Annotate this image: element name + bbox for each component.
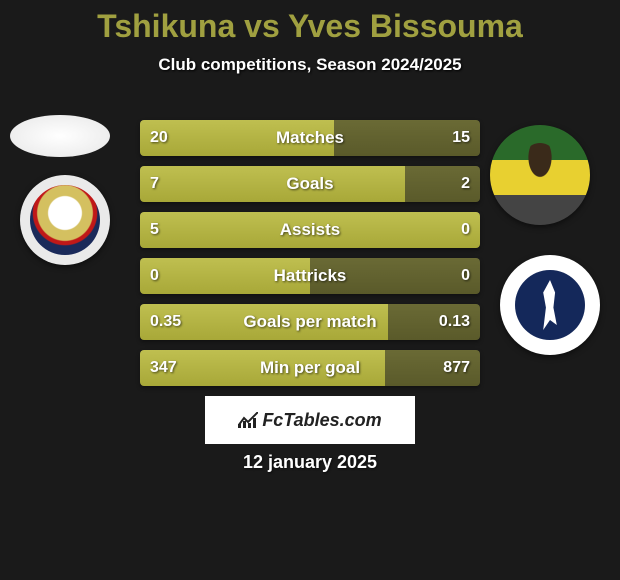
branding-badge: FcTables.com [205,396,415,444]
player-left-avatar [10,115,110,157]
date-label: 12 january 2025 [0,452,620,473]
chart-icon [238,412,258,428]
stat-value-right: 877 [443,350,470,386]
stat-label: Goals per match [140,304,480,340]
stat-row: 5Assists0 [140,212,480,248]
player-right-club-badge [500,255,600,355]
comparison-chart: 20Matches157Goals25Assists00Hattricks00.… [140,120,480,396]
stat-row: 0Hattricks0 [140,258,480,294]
stat-value-right: 0 [461,258,470,294]
stat-row: 7Goals2 [140,166,480,202]
stat-value-right: 0.13 [439,304,470,340]
branding-text: FcTables.com [262,410,381,431]
subtitle: Club competitions, Season 2024/2025 [0,55,620,75]
player-right-avatar [490,125,590,225]
stat-label: Matches [140,120,480,156]
stat-label: Assists [140,212,480,248]
stat-row: 0.35Goals per match0.13 [140,304,480,340]
tamworth-badge-icon [30,185,100,255]
player-left-club-badge [20,175,110,265]
stat-row: 20Matches15 [140,120,480,156]
stat-value-right: 15 [452,120,470,156]
stat-label: Hattricks [140,258,480,294]
stat-row: 347Min per goal877 [140,350,480,386]
stat-value-right: 0 [461,212,470,248]
stat-label: Min per goal [140,350,480,386]
stat-value-right: 2 [461,166,470,202]
page-title: Tshikuna vs Yves Bissouma [0,0,620,45]
stat-label: Goals [140,166,480,202]
tottenham-badge-icon [515,270,585,340]
